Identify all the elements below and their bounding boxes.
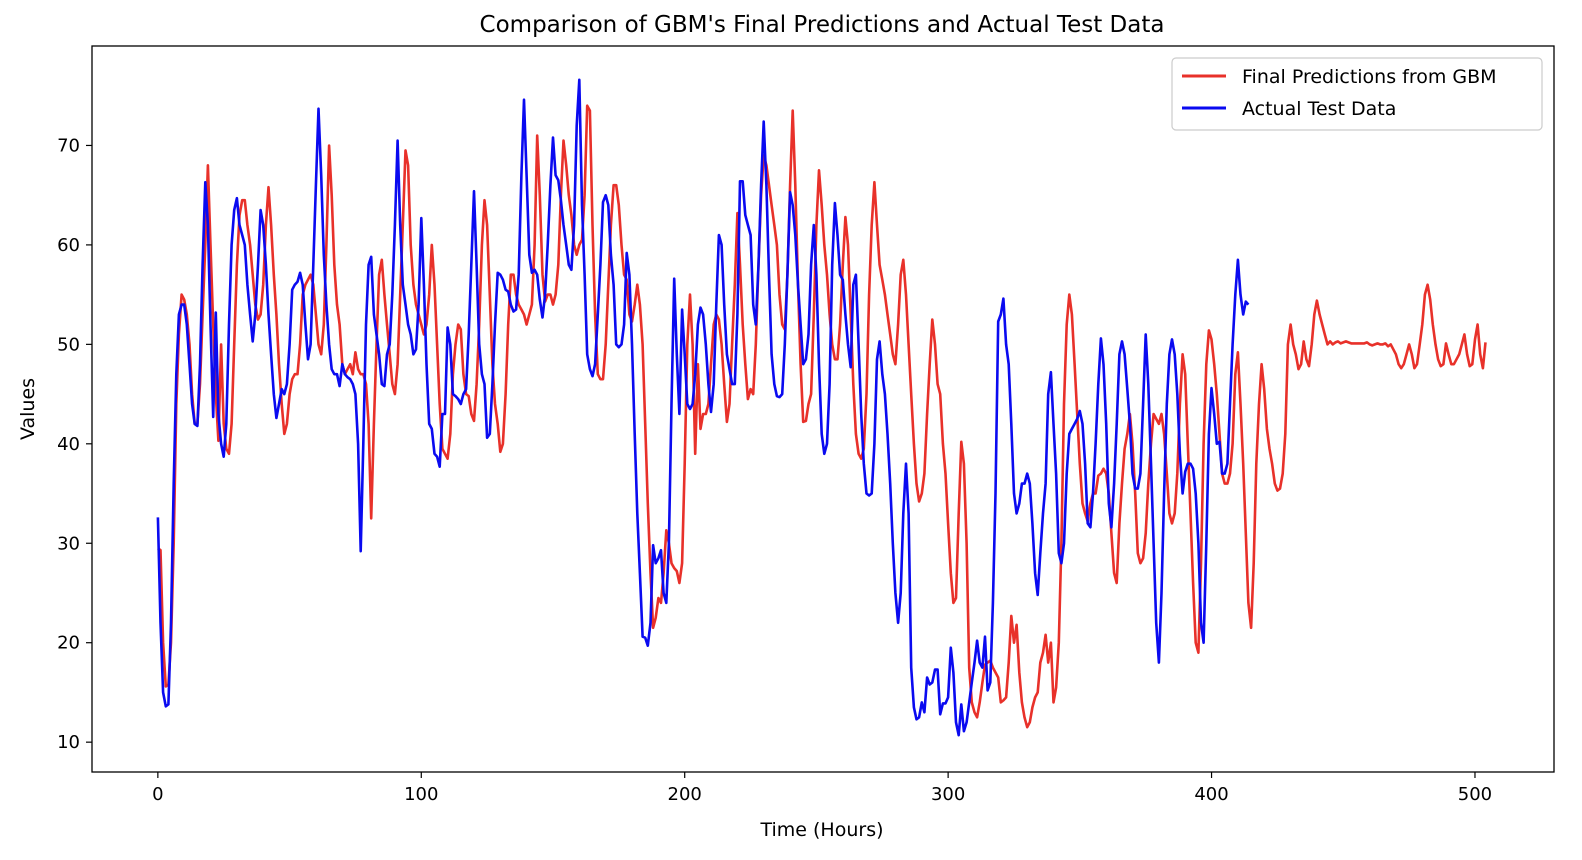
- chart-title: Comparison of GBM's Final Predictions an…: [480, 12, 1165, 38]
- y-axis-title: Values: [17, 378, 39, 440]
- legend: Final Predictions from GBM Actual Test D…: [1171, 57, 1543, 131]
- plot-frame: [91, 45, 1555, 773]
- x-axis-ticks: 0 100 200 300 400 500: [152, 772, 1492, 805]
- x-axis-title: Time (Hours): [759, 819, 883, 841]
- x-tick-label: 500: [1458, 784, 1492, 805]
- x-tick-label: 400: [1194, 784, 1228, 805]
- y-tick-label: 30: [57, 533, 80, 554]
- x-tick-label: 100: [404, 784, 438, 805]
- y-tick-label: 50: [57, 334, 80, 355]
- y-tick-label: 60: [57, 235, 80, 256]
- y-tick-label: 40: [57, 434, 80, 455]
- x-tick-label: 300: [931, 784, 965, 805]
- legend-label-actual: Actual Test Data: [1242, 98, 1396, 120]
- x-tick-label: 200: [668, 784, 702, 805]
- y-tick-label: 10: [57, 732, 80, 753]
- y-tick-label: 20: [57, 633, 80, 654]
- plot-lines: [156, 78, 1487, 737]
- legend-label-predictions: Final Predictions from GBM: [1242, 66, 1497, 88]
- x-tick-label: 0: [152, 784, 163, 805]
- series-line-actual: [156, 78, 1250, 737]
- y-axis-ticks: 10 20 30 40 50 60 70: [57, 135, 92, 753]
- legend-box: [1171, 57, 1543, 131]
- y-tick-label: 70: [57, 135, 80, 156]
- series-line-predictions: [157, 104, 1487, 729]
